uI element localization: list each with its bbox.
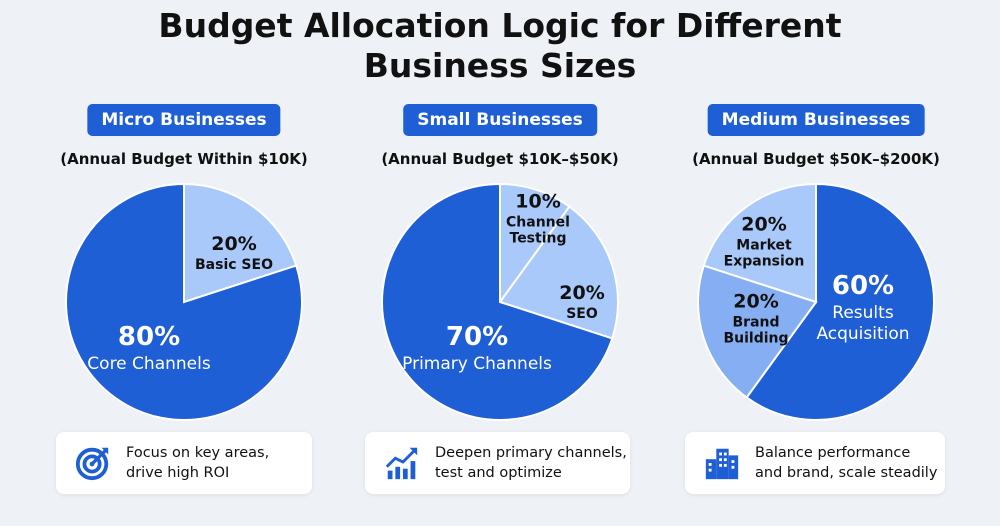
slice-category-label: Core Channels — [87, 354, 211, 374]
medium-subtitle: (Annual Budget $50K–$200K) — [692, 150, 940, 168]
pie-slice — [498, 205, 619, 340]
pie-slice — [499, 182, 571, 306]
slice-category-label: Channel — [506, 215, 570, 231]
note-line: Balance performance — [755, 445, 911, 461]
micro-note-text: Focus on key areas, drive high ROI — [126, 443, 302, 483]
medium-note-text: Balance performance and brand, scale ste… — [755, 443, 938, 483]
slice-category-label: Building — [723, 331, 788, 347]
note-line: and brand, scale steadily — [755, 465, 938, 481]
slice-percent-label: 20% — [559, 282, 604, 304]
micro-subtitle: (Annual Budget Within $10K) — [60, 150, 308, 168]
slice-category-label: Brand — [732, 315, 779, 331]
title-line-1: Budget Allocation Logic for Different — [158, 6, 842, 45]
slice-percent-label: 10% — [515, 191, 560, 213]
slice-category-label: Market — [736, 238, 792, 254]
slice-category-label: Expansion — [724, 254, 805, 270]
medium-column: Medium Businesses (Annual Budget $50K–$2… — [651, 104, 981, 524]
slice-category-label: Acquisition — [816, 324, 909, 344]
title-line-2: Business Sizes — [363, 46, 637, 85]
micro-pie-chart: 20% Basic SEO 80%Core Channels — [65, 182, 303, 421]
medium-note-card: Balance performance and brand, scale ste… — [685, 432, 945, 494]
micro-title-badge: Micro Businesses — [87, 104, 281, 136]
slice-percent-label: 60% — [832, 271, 894, 301]
note-line: drive high ROI — [126, 465, 230, 481]
note-line: Deepen primary channels, — [435, 445, 627, 461]
pie-slice — [697, 264, 818, 399]
note-line: test and optimize — [435, 465, 562, 481]
pie-slice — [745, 182, 935, 421]
pie-slice — [381, 182, 614, 421]
slice-percent-label: 20% — [733, 291, 778, 313]
slice-category-label: SEO — [566, 306, 598, 322]
small-subtitle: (Annual Budget $10K–$50K) — [381, 150, 619, 168]
medium-title-badge: Medium Businesses — [707, 104, 925, 136]
slice-category-label: Testing — [510, 231, 567, 247]
slice-category-label: Primary Channels — [402, 354, 552, 374]
micro-note-card: Focus on key areas, drive high ROI — [56, 432, 312, 494]
small-title-badge: Small Businesses — [403, 104, 597, 136]
slice-category-label: Results — [832, 303, 894, 323]
pie-slice — [702, 182, 817, 304]
page-title: Budget Allocation Logic for Different Bu… — [0, 6, 1000, 86]
small-column: Small Businesses (Annual Budget $10K–$50… — [335, 104, 665, 524]
slice-percent-label: 20% — [741, 214, 786, 236]
pie-slice — [183, 182, 298, 304]
slice-percent-label: 20% — [211, 233, 256, 255]
note-line: Focus on key areas, — [126, 445, 270, 461]
small-note-card: Deepen primary channels, test and optimi… — [365, 432, 630, 494]
micro-column: Micro Businesses (Annual Budget Within $… — [19, 104, 349, 524]
growth-chart-icon — [385, 447, 418, 480]
slice-percent-label: 80% — [118, 322, 180, 352]
slice-percent-label: 70% — [446, 322, 508, 352]
pie-slice — [65, 182, 303, 421]
small-note-text: Deepen primary channels, test and optimi… — [435, 443, 627, 483]
target-icon — [75, 447, 109, 481]
buildings-icon — [705, 448, 739, 480]
slice-category-label: Basic SEO — [195, 257, 273, 273]
